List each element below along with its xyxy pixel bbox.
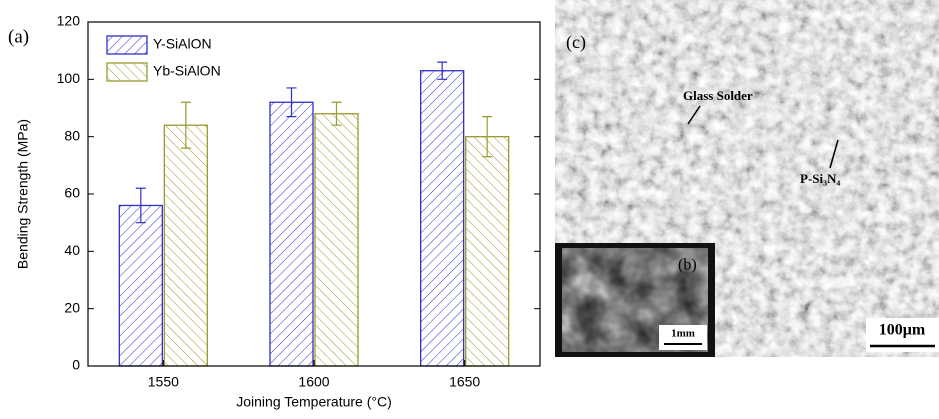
x-tick-label: 1600	[298, 374, 329, 390]
panel-label: (a)	[8, 26, 29, 47]
legend-swatch	[106, 35, 148, 55]
y-tick-label: 40	[64, 242, 80, 258]
x-tick-label: 1550	[148, 374, 179, 390]
arrow	[687, 105, 701, 125]
bar	[420, 70, 465, 367]
annotation: P-Si₃N₄	[800, 171, 840, 186]
y-axis-label: Bending Strength (MPa)	[15, 119, 31, 269]
scale-label: 100μm	[879, 322, 926, 339]
bar	[163, 124, 208, 367]
scale-box	[659, 325, 707, 350]
y-tick-label: 60	[64, 185, 80, 201]
x-axis-label: Joining Temperature (°C)	[236, 394, 392, 410]
panel-label: (c)	[566, 32, 586, 53]
error-bar	[437, 61, 448, 80]
y-tick-label: 80	[64, 127, 80, 143]
legend-swatch	[106, 62, 148, 82]
micrograph: (c) Glass Solder P-Si₃N₄ (b) 1mm 100μm	[555, 0, 939, 357]
arrow	[829, 139, 839, 169]
y-tick-label: 20	[64, 299, 80, 315]
error-bar	[180, 101, 191, 149]
legend-label: Y-SiAlON	[153, 36, 212, 52]
error-bar	[482, 116, 493, 158]
scale-label: 1mm	[671, 328, 695, 340]
bar	[465, 136, 510, 367]
error-bar	[135, 187, 146, 224]
error-bar	[286, 87, 297, 118]
panel-label: (b)	[678, 257, 697, 274]
legend-label: Yb-SiAlON	[153, 63, 221, 79]
plot-frame	[87, 21, 541, 367]
annotation: Glass Solder	[683, 88, 753, 103]
error-bar	[331, 101, 342, 126]
x-tick-label: 1650	[449, 374, 480, 390]
bar	[269, 101, 314, 367]
bar	[314, 113, 359, 367]
y-tick-label: 120	[57, 13, 81, 29]
bar	[118, 204, 163, 367]
y-tick-label: 100	[57, 70, 81, 86]
y-tick-label: 0	[72, 357, 80, 373]
